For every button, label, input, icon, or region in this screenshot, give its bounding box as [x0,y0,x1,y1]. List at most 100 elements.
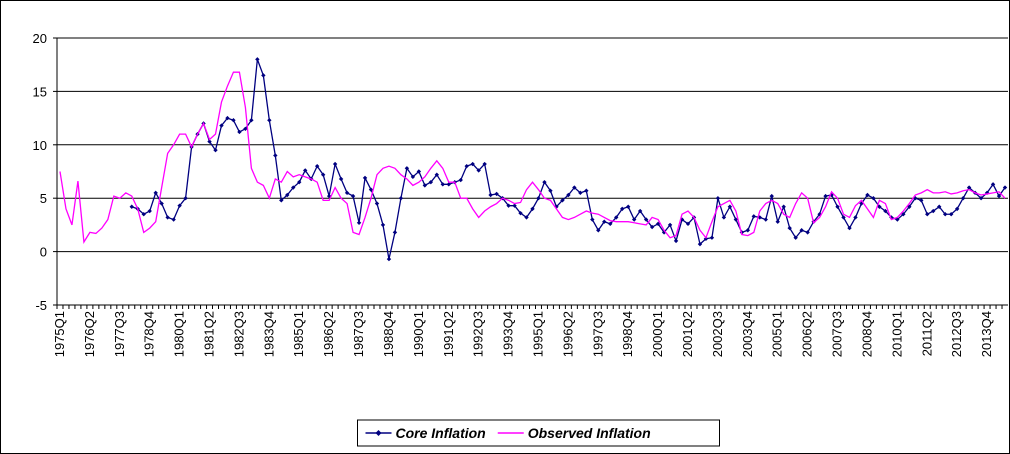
point-marker [374,201,380,206]
point-marker [685,221,691,227]
point-marker [775,219,780,224]
point-marker [823,193,828,199]
point-marker [745,228,751,233]
point-marker [410,174,416,180]
point-marker [213,147,218,153]
x-tick-label: 1980Q1 [172,311,187,357]
y-tick-label: 10 [33,138,47,153]
point-marker [937,204,942,209]
point-marker [530,206,535,212]
point-marker [428,179,434,185]
point-marker [751,214,757,219]
point-marker [661,230,667,235]
point-marker [590,217,595,222]
point-marker [996,193,1002,199]
point-marker [649,224,655,230]
point-marker [721,215,727,220]
point-marker [614,215,619,220]
point-marker [871,196,876,201]
point-marker [398,196,404,201]
point-marker [637,208,643,214]
point-marker [422,183,428,188]
x-tick-label: 2003Q4 [740,311,755,357]
point-marker [261,73,266,78]
point-marker [237,129,242,135]
point-marker [673,238,679,244]
point-marker [392,230,398,235]
point-marker [895,217,900,222]
y-tick-label: 15 [33,84,47,99]
point-marker [548,188,553,193]
point-marker [769,193,774,199]
point-marker [356,220,362,225]
point-marker [177,203,182,208]
x-tick-label: 1996Q2 [560,311,575,357]
point-marker [320,172,326,177]
point-marker [709,235,715,240]
point-marker [913,196,918,201]
point-marker [380,222,386,228]
x-tick-label: 1975Q1 [52,311,67,357]
point-marker [883,208,888,214]
point-marker [847,225,852,231]
x-tick-label: 2001Q2 [680,311,695,357]
point-marker [596,228,601,233]
point-marker [458,177,463,183]
point-marker [697,241,703,247]
x-tick-label: 1977Q3 [112,311,127,357]
point-marker [841,215,846,220]
point-marker [446,182,451,187]
point-marker [231,118,236,123]
x-tick-label: 2012Q3 [949,311,964,357]
point-marker [877,204,882,209]
point-marker [207,139,212,144]
point-marker [1002,185,1008,190]
series-line [59,71,1006,244]
x-tick-label: 1981Q2 [202,311,217,357]
point-marker [464,163,469,169]
point-marker [291,185,296,190]
point-marker [805,230,810,235]
point-marker [865,192,870,198]
x-tick-label: 1985Q1 [291,311,306,357]
point-marker [817,212,822,217]
y-tick-label: 5 [40,191,47,206]
point-marker [368,187,374,192]
point-marker [631,217,637,222]
point-marker [297,179,302,185]
point-marker [781,204,786,209]
point-marker [948,212,954,217]
point-marker [960,196,966,201]
point-marker [763,217,768,222]
x-tick-label: 1982Q3 [231,311,246,357]
point-marker [273,153,278,158]
point-marker [787,225,792,231]
point-marker [572,185,577,190]
point-marker [440,182,445,187]
legend-box [357,419,720,447]
point-marker [255,57,260,62]
x-tick-label: 2005Q1 [770,311,785,357]
x-tick-label: 1997Q3 [590,311,605,357]
x-tick-label: 1992Q3 [471,311,486,357]
point-marker [715,196,721,201]
point-marker [703,236,709,241]
x-tick-label: 1995Q1 [530,311,545,357]
point-marker [566,192,571,198]
point-marker [416,169,422,174]
point-marker [512,203,517,208]
point-marker [434,172,440,177]
point-marker [907,204,912,209]
point-marker [225,115,230,121]
x-tick-label: 2002Q3 [710,311,725,357]
point-marker [518,210,523,216]
point-marker [954,206,960,212]
point-marker [931,208,936,214]
point-marker [141,212,146,217]
point-marker [978,196,984,201]
legend-marker [375,430,382,436]
point-marker [608,221,613,227]
legend-label: Observed Inflation [528,425,651,441]
x-tick-label: 1993Q4 [501,311,516,357]
